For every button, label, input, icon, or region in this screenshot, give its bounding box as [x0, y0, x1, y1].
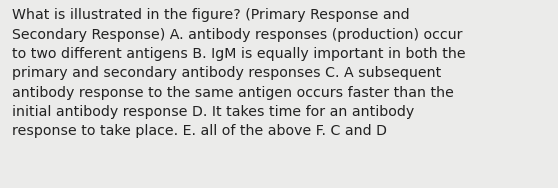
Text: What is illustrated in the figure? (Primary Response and
Secondary Response) A. : What is illustrated in the figure? (Prim…: [12, 8, 466, 138]
